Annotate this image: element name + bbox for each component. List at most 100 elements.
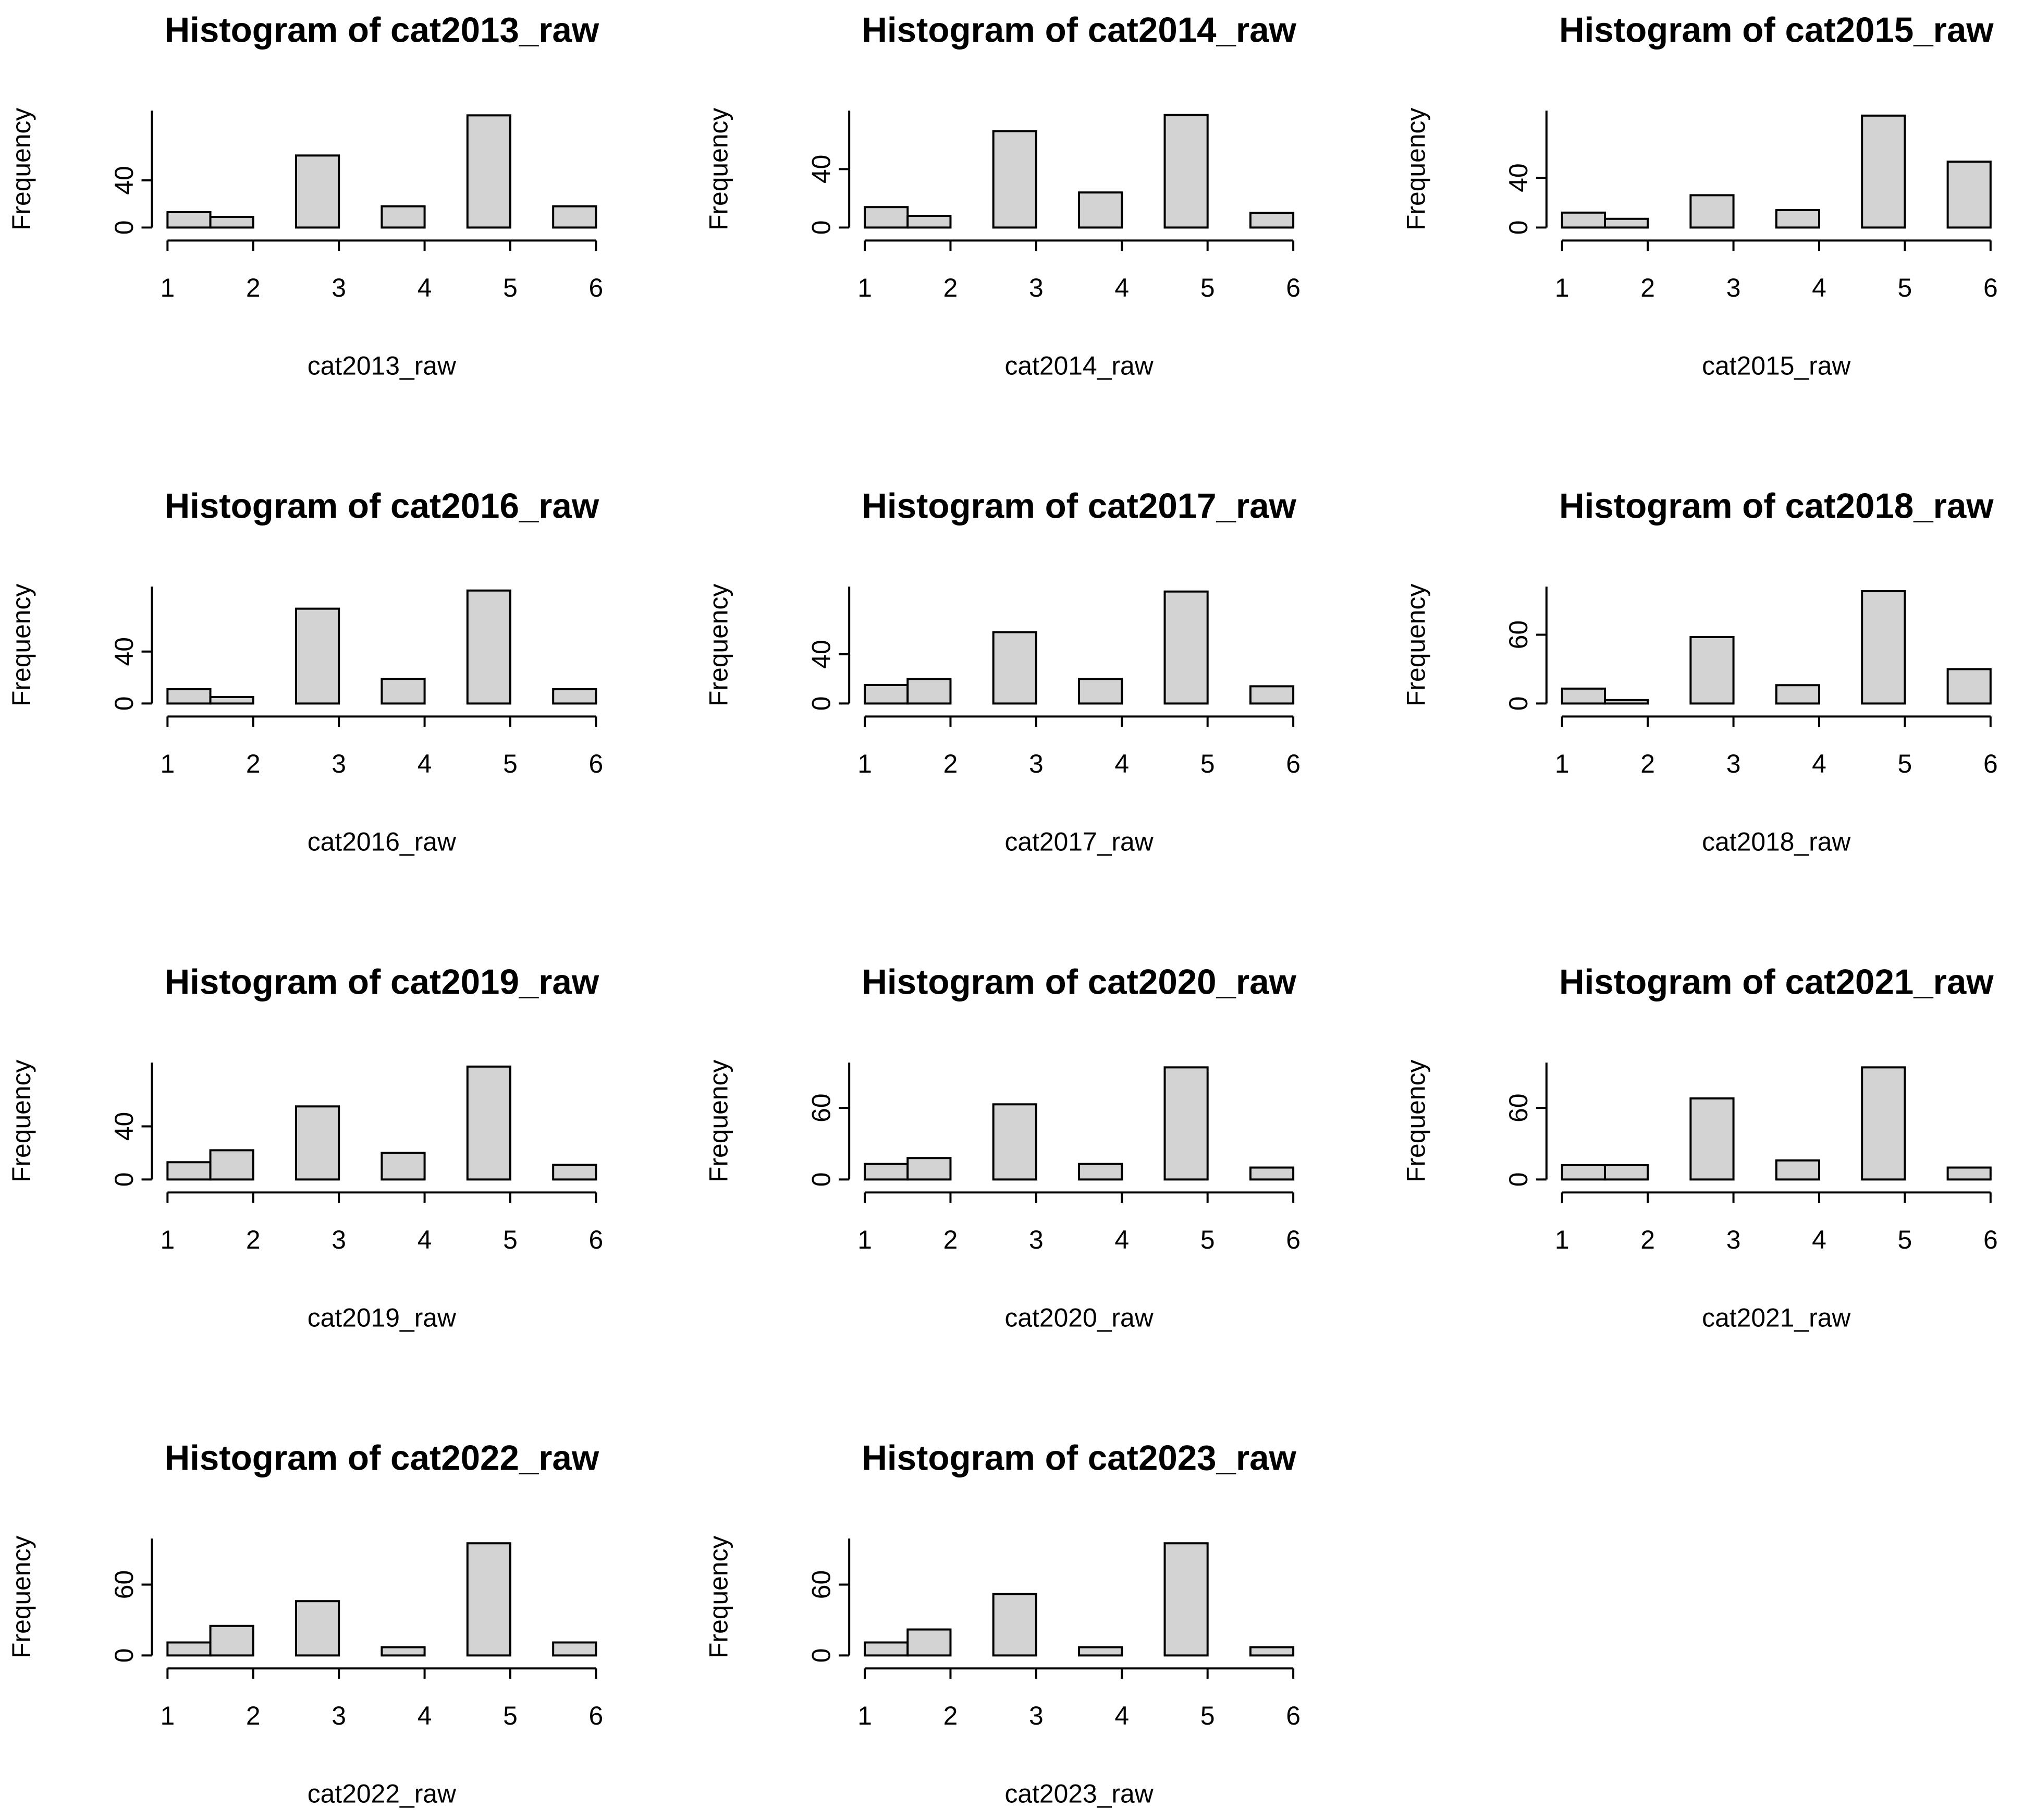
bar	[381, 1646, 426, 1657]
bar	[864, 1163, 909, 1181]
x-tick-label: 5	[1200, 1225, 1215, 1254]
bar	[209, 216, 254, 229]
chart-title: Histogram of cat2021_raw	[1559, 963, 1994, 1002]
bar	[906, 1157, 952, 1181]
y-tick-label: 0	[806, 221, 836, 235]
x-tick-label: 3	[1029, 1225, 1044, 1254]
y-tick-label: 0	[109, 1172, 139, 1187]
bar	[166, 688, 212, 705]
x-tick-label: 5	[1200, 1701, 1215, 1730]
histogram-panel: Histogram of cat2021_raw cat2021_raw Frequ…	[1401, 963, 1997, 1333]
bar	[1163, 590, 1209, 705]
x-tick-label: 5	[1898, 749, 1912, 778]
x-tick-label: 4	[1114, 749, 1129, 778]
bar	[864, 206, 909, 229]
x-tick-label: 4	[1114, 273, 1129, 302]
x-tick-label: 2	[1640, 273, 1655, 302]
x-tick-label: 5	[503, 273, 518, 302]
bar	[466, 589, 511, 705]
x-tick-label: 5	[503, 1701, 518, 1730]
y-tick-label: 60	[806, 1570, 836, 1599]
x-tick-label: 6	[589, 749, 604, 778]
x-tick-label: 4	[1114, 1701, 1129, 1730]
y-tick-label: 40	[1504, 163, 1533, 192]
x-tick-label: 2	[246, 1701, 261, 1730]
x-tick-label: 5	[1898, 1225, 1912, 1254]
bar	[1861, 1066, 1906, 1181]
x-tick-label: 3	[1029, 1701, 1044, 1730]
x-tick-label: 6	[1983, 1225, 1998, 1254]
y-tick-label: 60	[1504, 620, 1533, 649]
x-tick-label: 3	[1029, 749, 1044, 778]
histogram-panel: Histogram of cat2016_raw cat2016_raw Frequ…	[7, 487, 603, 857]
x-tick-label: 5	[503, 749, 518, 778]
bar	[295, 154, 340, 229]
histogram-panel: Histogram of cat2017_raw cat2017_raw Frequ…	[704, 487, 1301, 857]
x-tick-label: 6	[1286, 749, 1301, 778]
x-tick-label: 4	[1812, 749, 1826, 778]
histogram-panel: Histogram of cat2023_raw cat2023_raw Frequ…	[704, 1438, 1301, 1808]
x-tick-label: 4	[1812, 1225, 1826, 1254]
y-tick-label: 40	[806, 155, 836, 184]
bar	[1561, 211, 1606, 229]
x-axis-label: cat2014_raw	[1004, 351, 1154, 381]
bar	[1163, 114, 1209, 229]
y-tick-label: 60	[109, 1570, 139, 1599]
chart-title: Histogram of cat2014_raw	[862, 11, 1296, 50]
x-tick-label: 3	[1726, 749, 1741, 778]
y-tick-label: 40	[806, 640, 836, 668]
bar	[906, 678, 952, 705]
x-tick-label: 3	[332, 1225, 346, 1254]
bar	[1078, 1163, 1123, 1181]
histogram-panel: Histogram of cat2020_raw cat2020_raw Frequ…	[704, 963, 1301, 1333]
y-tick-label: 0	[1504, 697, 1533, 711]
y-axis-label: Frequency	[704, 584, 733, 706]
x-tick-label: 4	[418, 1225, 432, 1254]
y-tick-label: 60	[806, 1093, 836, 1122]
x-tick-label: 3	[1726, 1225, 1741, 1254]
x-tick-label: 6	[589, 1225, 604, 1254]
x-axis-label: cat2019_raw	[308, 1303, 457, 1333]
bar	[1078, 1646, 1123, 1657]
x-tick-label: 2	[943, 1701, 958, 1730]
bar	[992, 1103, 1037, 1181]
y-tick-label: 0	[806, 1648, 836, 1663]
y-axis-label: Frequency	[704, 1060, 733, 1182]
histogram-panel: Histogram of cat2014_raw cat2014_raw Frequ…	[704, 11, 1301, 381]
x-tick-label: 5	[1200, 273, 1215, 302]
bar	[864, 684, 909, 705]
bar	[1163, 1542, 1209, 1657]
bar	[466, 1542, 511, 1657]
chart-title: Histogram of cat2016_raw	[165, 487, 599, 526]
x-tick-label: 2	[1640, 1225, 1655, 1254]
x-tick-label: 2	[943, 1225, 958, 1254]
y-tick-label: 40	[109, 166, 139, 194]
bar	[992, 1593, 1037, 1657]
chart-title: Histogram of cat2022_raw	[165, 1438, 599, 1477]
bar	[906, 215, 952, 229]
x-tick-label: 4	[418, 749, 432, 778]
bar	[1861, 114, 1906, 229]
bar	[1249, 1166, 1295, 1181]
bar	[209, 1624, 254, 1657]
bar	[1689, 194, 1735, 229]
y-axis-label: Frequency	[1401, 1060, 1430, 1182]
chart-title: Histogram of cat2015_raw	[1559, 11, 1994, 50]
x-tick-label: 3	[332, 1701, 346, 1730]
bar	[209, 1149, 254, 1181]
x-tick-label: 1	[857, 1701, 872, 1730]
bar	[992, 130, 1037, 229]
bar	[1861, 590, 1906, 705]
x-tick-label: 4	[1114, 1225, 1129, 1254]
bar	[1689, 1097, 1735, 1181]
bar	[166, 211, 212, 229]
x-axis-label: cat2016_raw	[308, 827, 457, 857]
bar	[1946, 161, 1992, 229]
x-tick-label: 6	[1983, 749, 1998, 778]
bar	[552, 205, 597, 229]
x-tick-label: 4	[418, 273, 432, 302]
x-tick-label: 4	[1812, 273, 1826, 302]
histogram-panel: Histogram of cat2019_raw cat2019_raw Frequ…	[7, 963, 603, 1333]
x-tick-label: 5	[1898, 273, 1912, 302]
